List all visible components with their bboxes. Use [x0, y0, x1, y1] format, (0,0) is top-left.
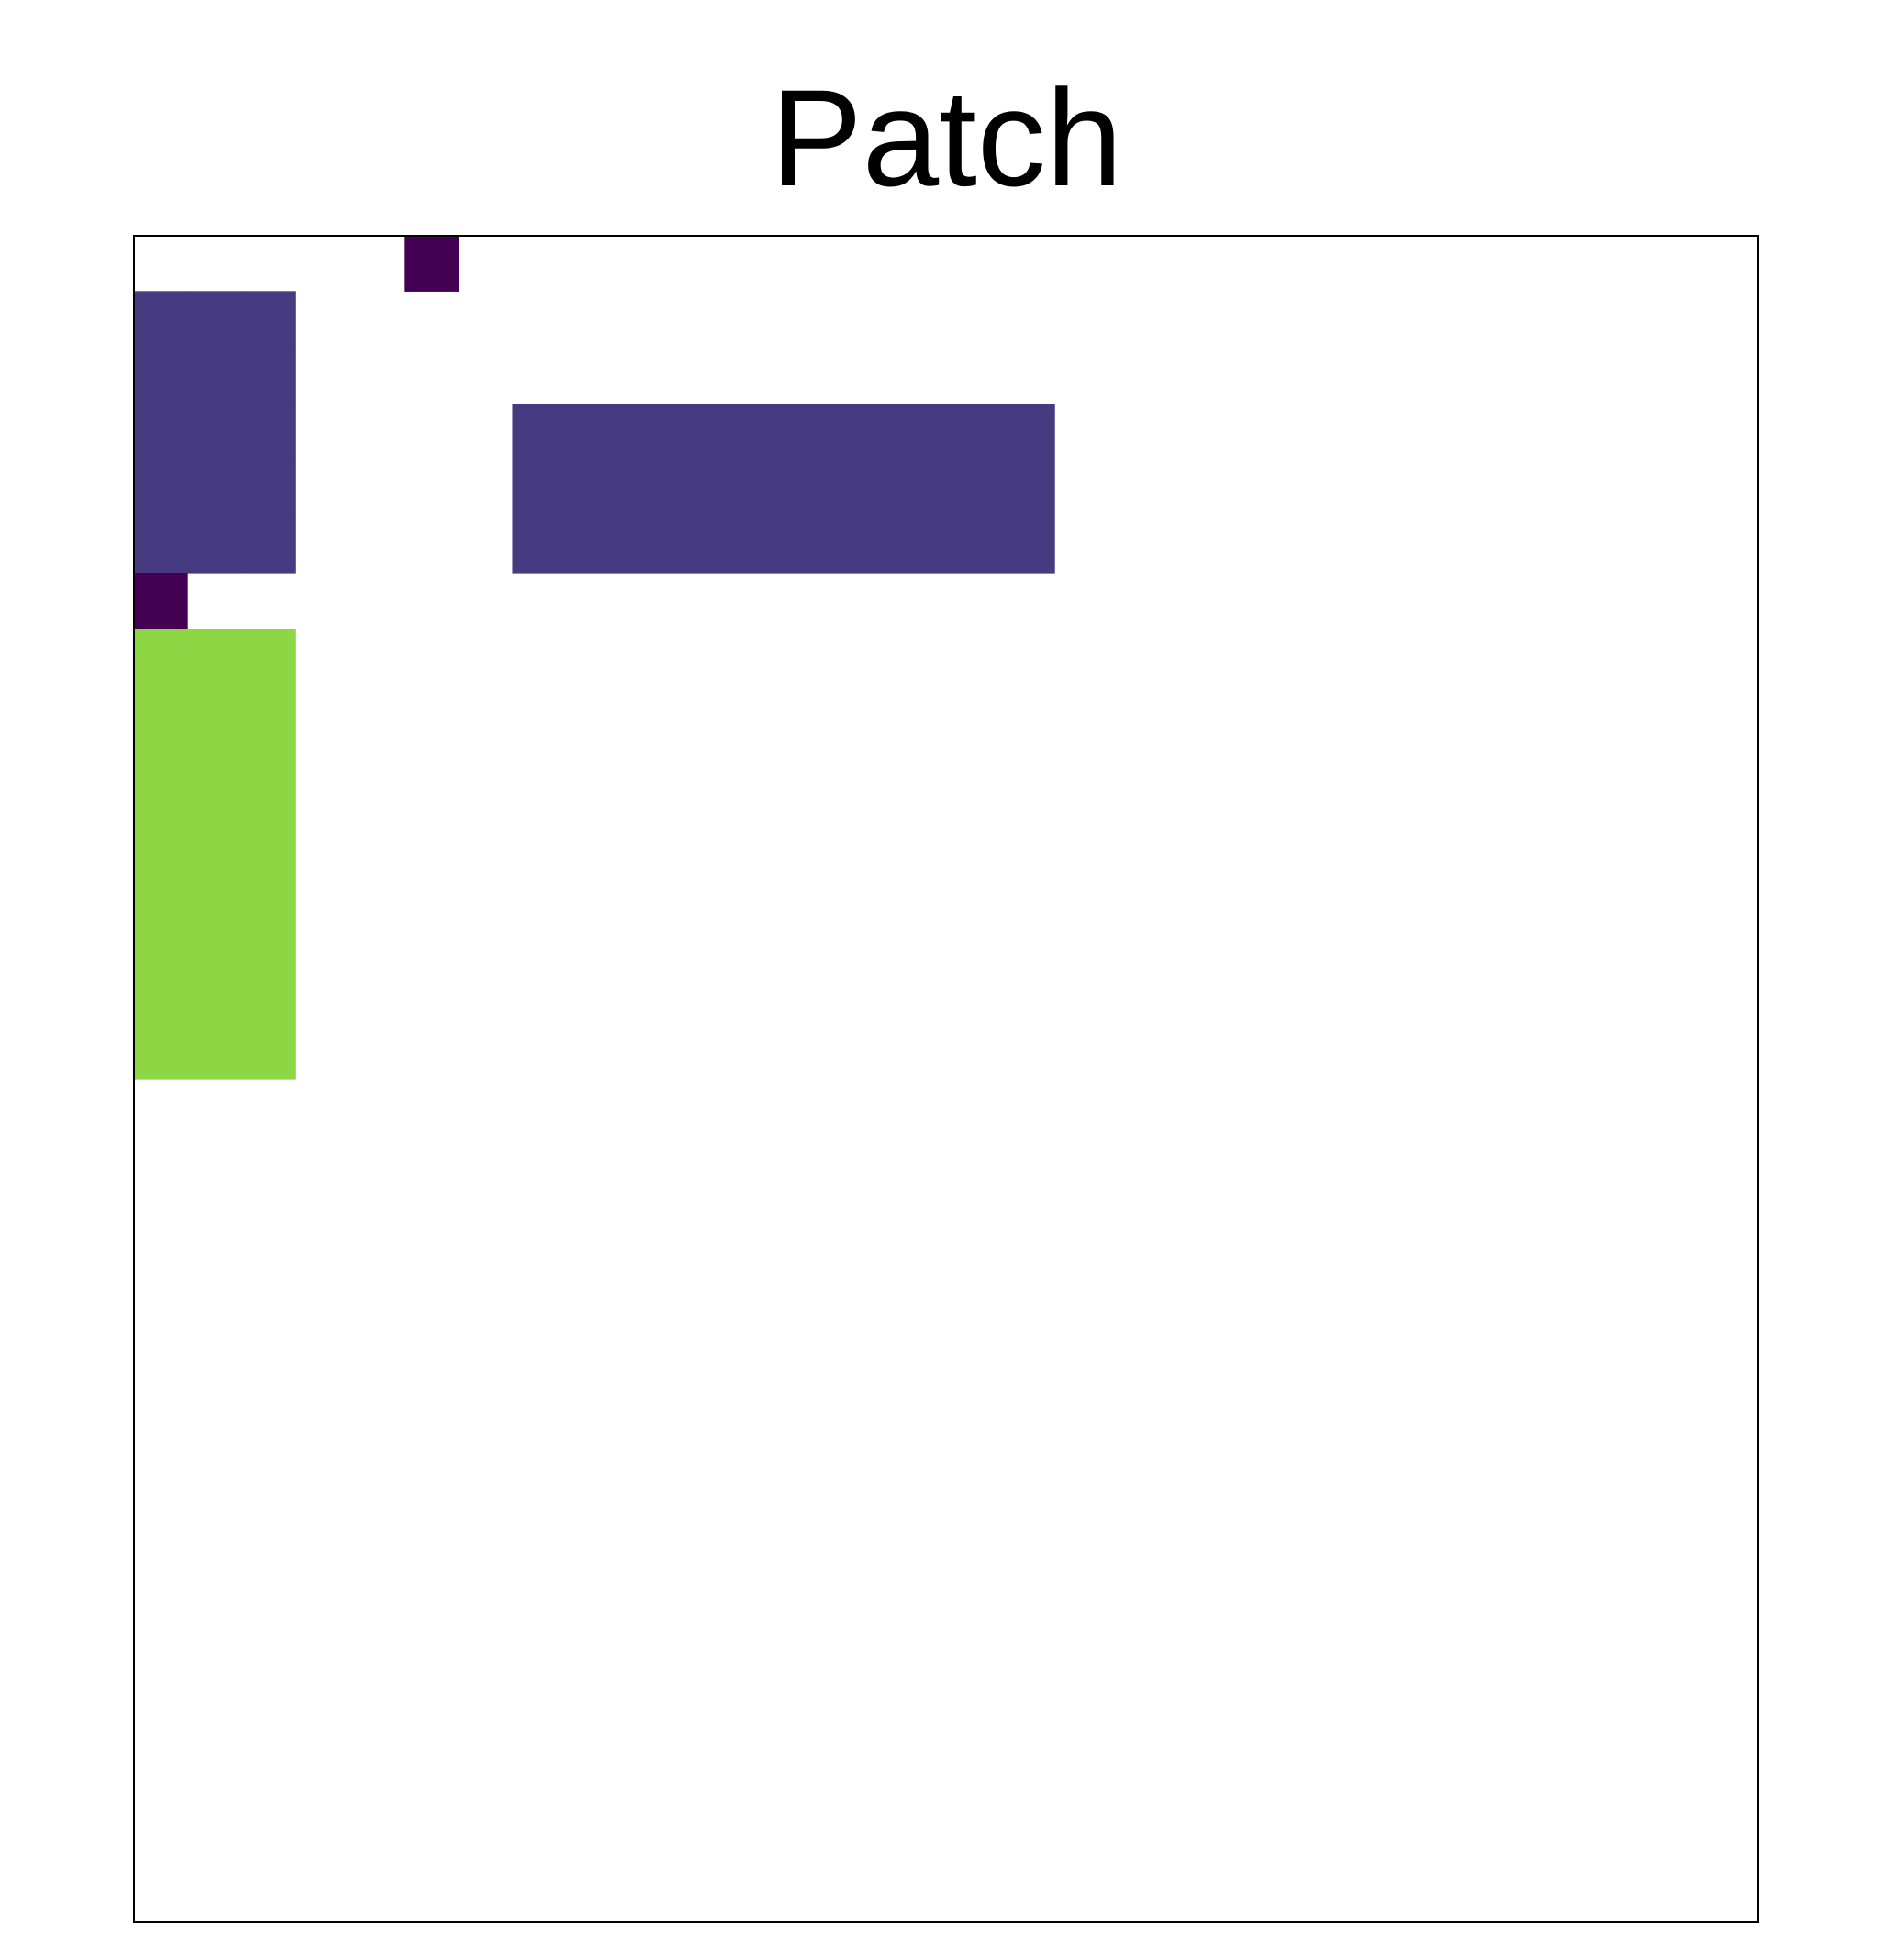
heatmap-cell [783, 460, 839, 518]
heatmap-cell [241, 404, 296, 461]
heatmap-cell [891, 516, 947, 574]
heatmap-cell [187, 1022, 242, 1080]
heatmap-cell [241, 629, 296, 686]
heatmap-cell [187, 685, 242, 742]
heatmap-cell [783, 404, 839, 461]
heatmap-cell [241, 347, 296, 405]
heatmap-cell [187, 797, 242, 855]
heatmap-cell [729, 404, 785, 461]
heatmap-cell [187, 741, 242, 798]
heatmap-cell [566, 460, 622, 518]
heatmap-cell [837, 516, 893, 574]
heatmap-cell [946, 404, 1001, 461]
heatmap-cell [133, 1022, 188, 1080]
heatmap-cell [729, 460, 785, 518]
heatmap-cell [187, 347, 242, 405]
heatmap-cell [783, 516, 839, 574]
heatmap-cell [133, 685, 188, 742]
heatmap-cell [133, 573, 188, 629]
heatmap-cell [620, 516, 676, 574]
heatmap-cell [133, 853, 188, 911]
heatmap-cell [133, 910, 188, 967]
heatmap-cell [187, 291, 242, 349]
heatmap-cell [241, 516, 296, 574]
heatmap-cell [729, 516, 785, 574]
heatmap-cell [566, 404, 622, 461]
heatmap-cell [187, 516, 242, 574]
heatmap-cell [674, 516, 730, 574]
heatmap-cell [946, 460, 1001, 518]
heatmap-cell [241, 966, 296, 1024]
heatmap-cell [133, 966, 188, 1024]
heatmap-cell [674, 404, 730, 461]
heatmap-cell [674, 460, 730, 518]
heatmap-cell [133, 404, 188, 461]
heatmap-cell [891, 460, 947, 518]
heatmap-cell [133, 291, 188, 349]
heatmap-plot [133, 235, 1759, 1923]
heatmap-cell [133, 741, 188, 798]
heatmap-cell [1000, 460, 1055, 518]
heatmap-cell [187, 460, 242, 518]
heatmap-cell [620, 460, 676, 518]
heatmap-cell [946, 516, 1001, 574]
heatmap-cell [241, 910, 296, 967]
chart-title: Patch [770, 61, 1123, 215]
heatmap-cell [241, 853, 296, 911]
heatmap-cell [1000, 516, 1055, 574]
heatmap-cell [241, 741, 296, 798]
heatmap-cell [133, 797, 188, 855]
heatmap-cell [241, 460, 296, 518]
heatmap-cell [512, 404, 568, 461]
heatmap-cell [241, 291, 296, 349]
heatmap-cell [187, 910, 242, 967]
heatmap-cells [133, 235, 1055, 1080]
heatmap-cell [241, 1022, 296, 1080]
heatmap-cell [512, 460, 568, 518]
heatmap-cell [512, 516, 568, 574]
heatmap-cell [404, 235, 459, 292]
heatmap-cell [566, 516, 622, 574]
heatmap-cell [187, 966, 242, 1024]
heatmap-cell [187, 629, 242, 686]
heatmap-cell [241, 685, 296, 742]
heatmap-cell [133, 516, 188, 574]
heatmap-cell [133, 629, 188, 686]
heatmap-cell [837, 404, 893, 461]
heatmap-cell [187, 853, 242, 911]
heatmap-cell [891, 404, 947, 461]
heatmap-cell [620, 404, 676, 461]
heatmap-cell [133, 347, 188, 405]
heatmap-cell [241, 797, 296, 855]
heatmap-cell [1000, 404, 1055, 461]
plot-frame [133, 235, 1759, 1923]
heatmap-cell [133, 460, 188, 518]
heatmap-cell [837, 460, 893, 518]
heatmap-cell [187, 404, 242, 461]
